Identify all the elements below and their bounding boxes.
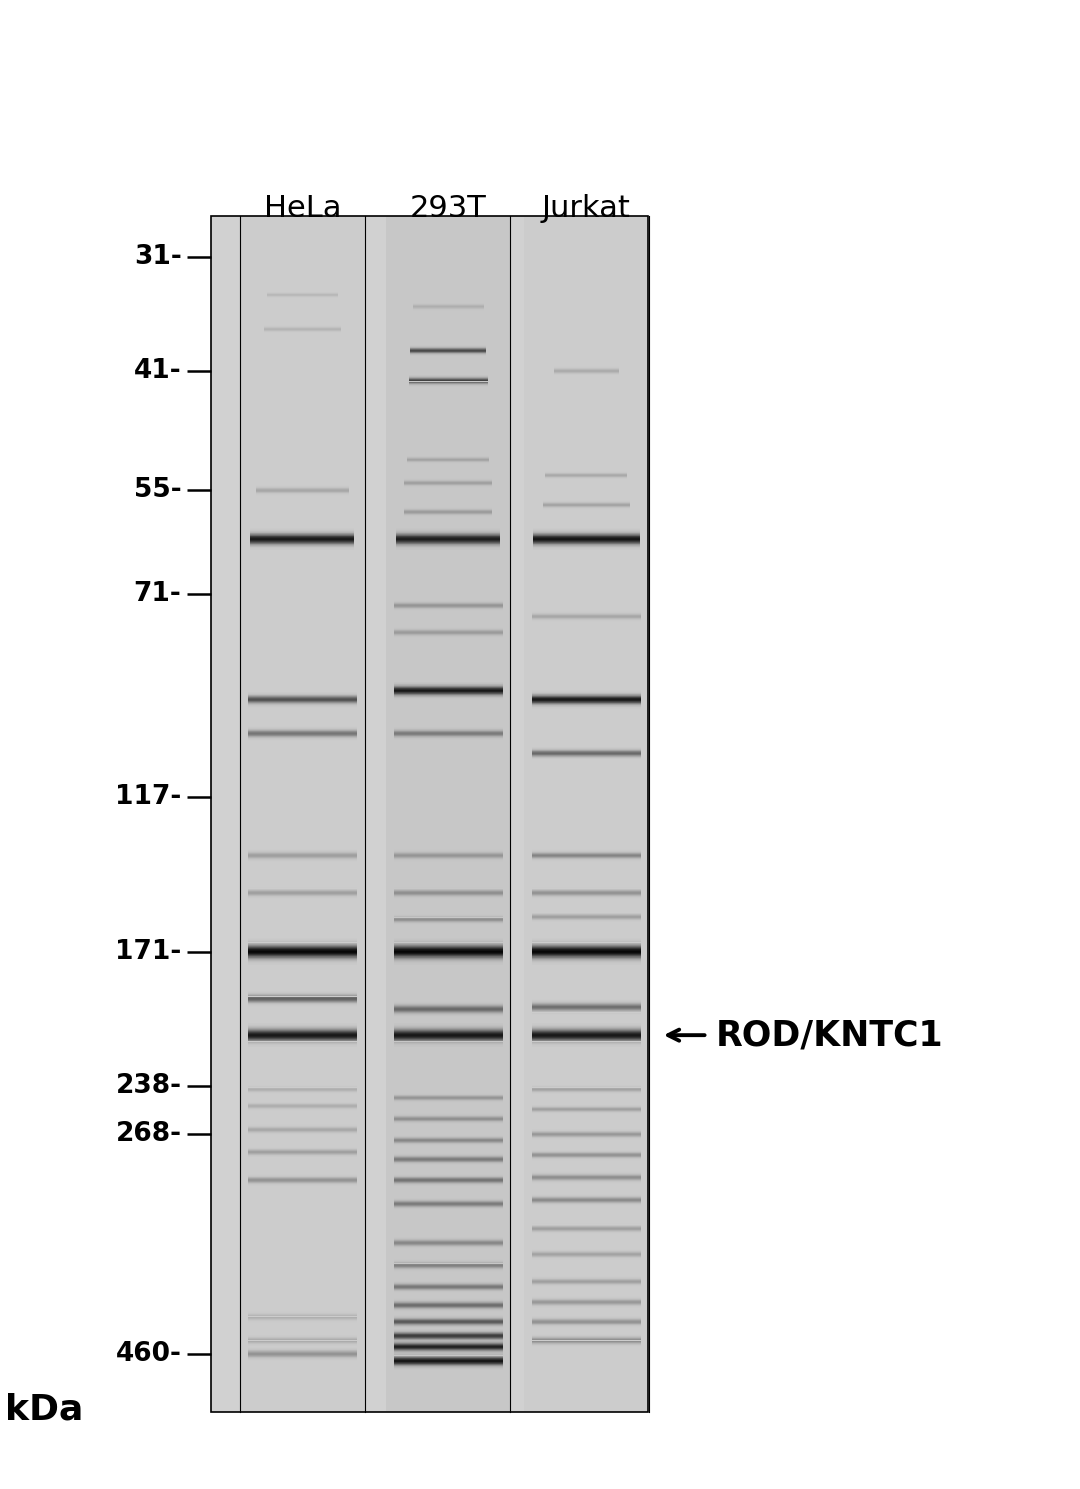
Text: 460-: 460- [116,1342,181,1367]
Text: HeLa: HeLa [264,194,341,222]
Text: 117-: 117- [116,785,181,810]
Bar [211,216,648,1412]
Bar [241,216,365,1412]
Bar [211,216,648,1412]
Bar [387,216,510,1412]
Text: 171-: 171- [116,938,181,965]
Text: 55-: 55- [134,478,181,503]
Bar [525,216,648,1412]
Text: ROD/KNTC1: ROD/KNTC1 [716,1018,944,1053]
Text: 293T: 293T [409,194,487,222]
Text: 71-: 71- [134,581,181,608]
Text: 268-: 268- [116,1121,181,1148]
Text: 31-: 31- [134,244,181,271]
Text: 41-: 41- [134,357,181,384]
Text: kDa: kDa [5,1392,84,1426]
Text: Jurkat: Jurkat [542,194,631,222]
Text: 238-: 238- [116,1074,181,1099]
